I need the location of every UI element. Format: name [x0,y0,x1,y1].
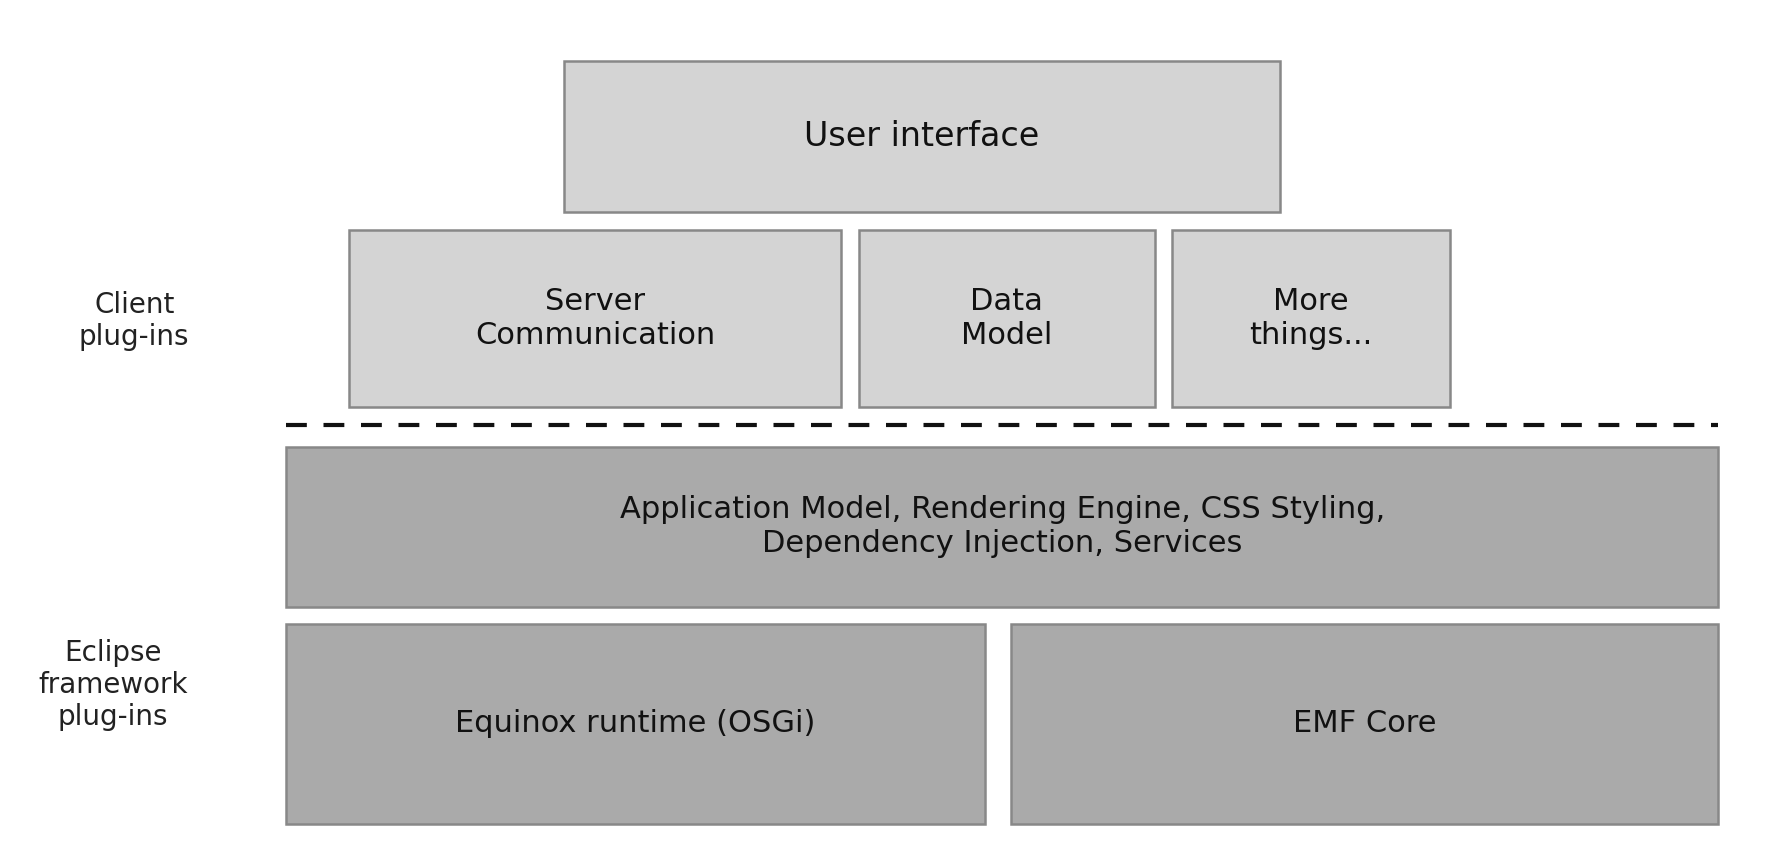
Text: Server
Communication: Server Communication [474,287,716,350]
FancyBboxPatch shape [859,230,1154,407]
FancyBboxPatch shape [564,61,1279,212]
Text: EMF Core: EMF Core [1292,709,1437,739]
Text: Eclipse
framework
plug-ins: Eclipse framework plug-ins [38,638,188,732]
Text: Equinox runtime (OSGi): Equinox runtime (OSGi) [454,709,816,739]
Text: More
things...: More things... [1249,287,1372,350]
FancyBboxPatch shape [1172,230,1449,407]
Text: Data
Model: Data Model [961,287,1052,350]
Text: User interface: User interface [803,120,1039,153]
Text: Client
plug-ins: Client plug-ins [79,290,190,351]
FancyBboxPatch shape [349,230,841,407]
FancyBboxPatch shape [1011,624,1717,824]
FancyBboxPatch shape [286,447,1717,607]
Text: Application Model, Rendering Engine, CSS Styling,
Dependency Injection, Services: Application Model, Rendering Engine, CSS… [619,495,1385,558]
FancyBboxPatch shape [286,624,984,824]
